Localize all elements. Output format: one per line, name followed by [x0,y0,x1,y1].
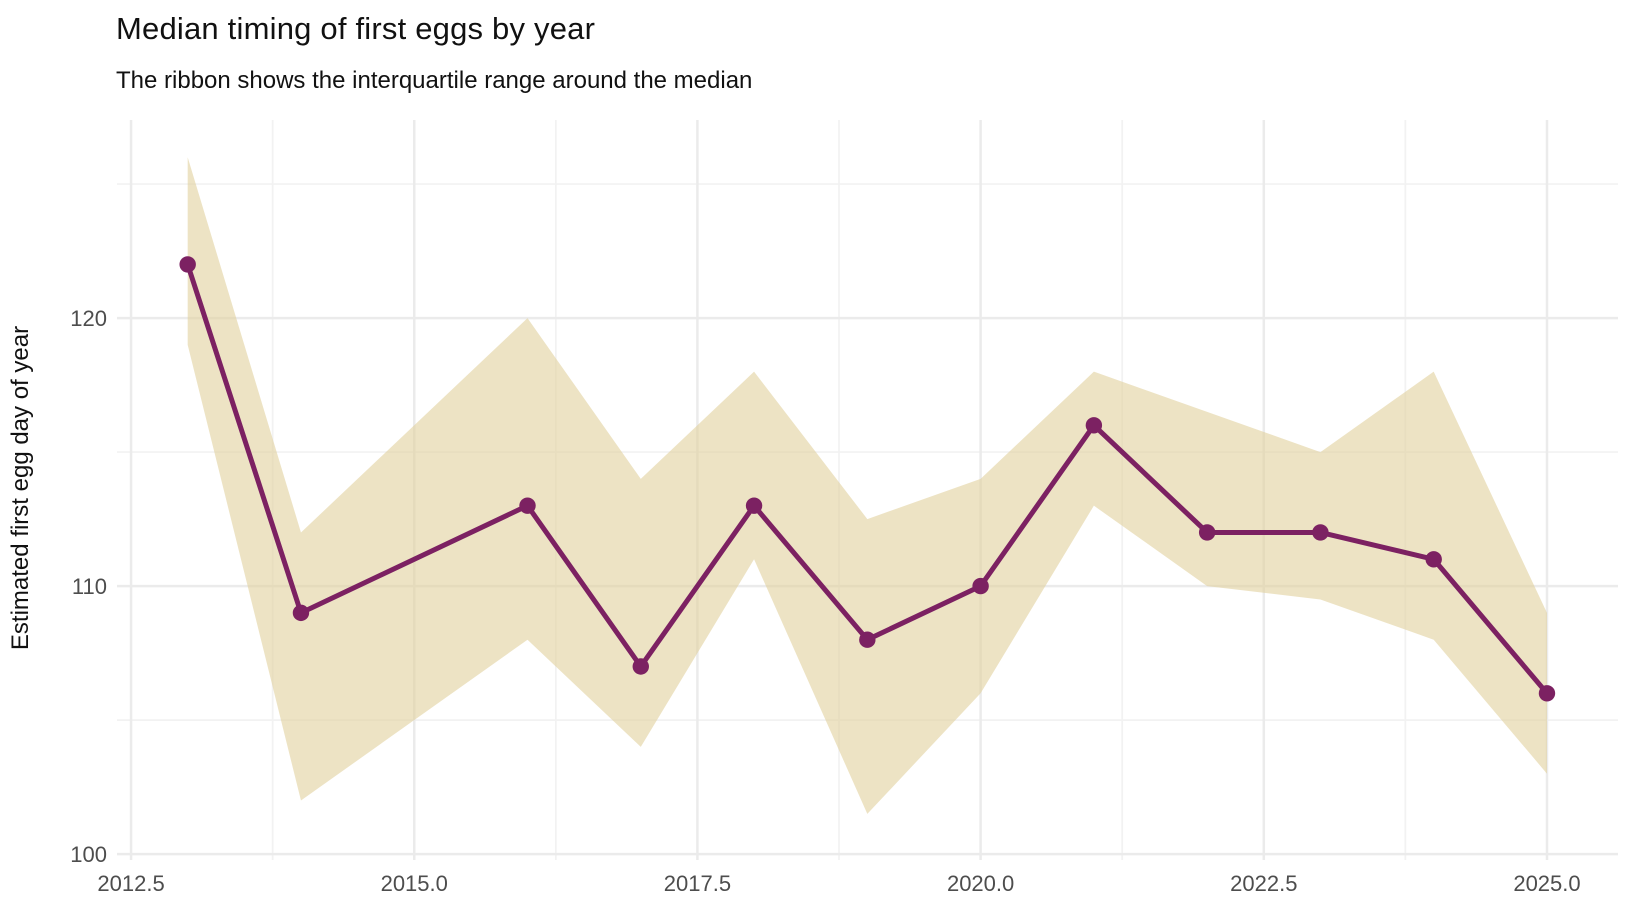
median-line [185,261,1550,696]
median-points [179,256,1556,702]
y-axis-tick-labels: 100 110 120 [70,306,107,867]
data-point-2020 [972,577,989,595]
data-point-2018 [745,497,763,514]
data-point-2013 [179,256,196,273]
y-axis-title: Estimated first egg day of year [7,326,34,650]
x-tick-label: 2017.5 [664,871,731,896]
x-tick-label: 2015.0 [381,871,448,896]
data-point-2017 [632,658,649,675]
x-tick-label: 2025.0 [1513,871,1580,896]
data-point-2019 [859,631,876,648]
data-point-2025 [1538,685,1556,702]
data-point-2023 [1312,524,1329,541]
y-tick-label: 120 [70,306,107,331]
data-point-2022 [1198,524,1216,541]
iqr-ribbon [187,157,1547,814]
y-tick-label: 100 [70,842,107,867]
data-point-2024 [1425,551,1442,568]
x-tick-label: 2020.0 [947,871,1014,896]
y-tick-label: 110 [72,574,107,599]
x-tick-label: 2022.5 [1230,871,1297,896]
data-point-2016 [519,497,536,514]
data-point-2021 [1085,417,1103,434]
data-point-2014 [292,604,310,622]
x-axis-tick-labels: 2012.5 2015.0 2017.5 2020.0 2022.5 2025.0 [97,871,1580,896]
x-tick-label: 2012.5 [97,871,164,896]
chart-title: Median timing of first eggs by year [116,11,596,46]
chart-subtitle: The ribbon shows the interquartile range… [116,67,753,94]
